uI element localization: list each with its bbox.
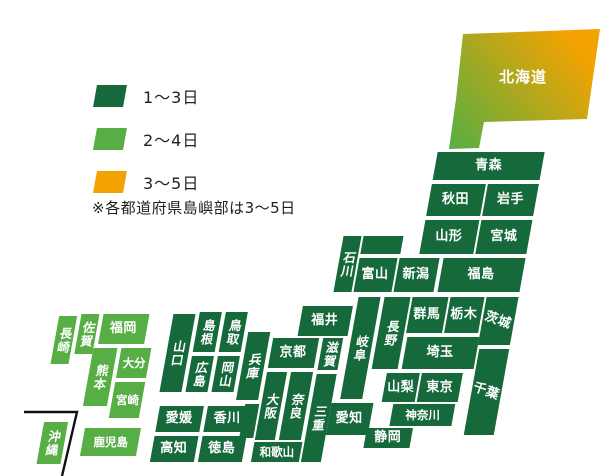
region-label: 石川 <box>337 250 358 278</box>
region-ehime: 愛媛 <box>155 406 204 432</box>
region-tokushima: 徳島 <box>197 436 247 462</box>
region-okinawa: 沖縄 <box>36 422 69 464</box>
region-niigata: 新潟 <box>393 258 440 292</box>
region-label: 兵庫 <box>243 352 264 380</box>
region-label: 埼玉 <box>426 345 454 361</box>
region-label: 新潟 <box>403 267 431 283</box>
region-label: 長野 <box>381 319 402 347</box>
region-label: 熊本 <box>90 363 111 391</box>
region-gunma: 群馬 <box>406 297 449 333</box>
region-fukuoka: 福岡 <box>98 314 150 344</box>
region-oita: 大分 <box>115 348 152 378</box>
region-label: 滋賀 <box>320 340 341 368</box>
legend-item: 3〜5日 <box>93 171 200 193</box>
region-label: 福島 <box>468 267 496 283</box>
region-kagawa: 香川 <box>203 406 252 432</box>
region-label: 鳥取 <box>223 318 244 346</box>
region-label: 神奈川 <box>405 407 440 422</box>
region-label: 東京 <box>426 379 454 395</box>
legend-label: 1〜3日 <box>143 88 200 107</box>
legend-note: ※各都道府県島嶼部は3〜5日 <box>92 199 296 217</box>
region-label: 群馬 <box>413 307 441 323</box>
region-kagoshima: 鹿児島 <box>79 428 141 456</box>
region-miyagi: 宮城 <box>475 220 533 254</box>
region-label: 和歌山 <box>259 444 294 459</box>
region-label: 秋田 <box>442 192 470 208</box>
region-shizuoka: 静岡 <box>363 428 413 448</box>
region-fukushima: 福島 <box>437 258 526 292</box>
region-tottori: 鳥取 <box>218 312 248 352</box>
region-label: 富山 <box>362 267 390 283</box>
region-label: 山形 <box>435 229 463 245</box>
region-ibaraki: 茨城 <box>477 297 519 345</box>
region-tokyo: 東京 <box>416 373 463 402</box>
region-label: 高知 <box>160 441 188 457</box>
region-yamagata: 山形 <box>419 220 480 254</box>
region-label: 福岡 <box>110 321 138 337</box>
region-wakayama: 和歌山 <box>250 442 303 462</box>
region-noto <box>360 236 404 254</box>
region-label: 鹿児島 <box>93 434 128 449</box>
region-label: 香川 <box>214 411 242 427</box>
legend-item: 2〜4日 <box>93 128 200 150</box>
region-label: 京都 <box>279 345 307 361</box>
region-label: 三重 <box>308 404 329 432</box>
region-label: 徳島 <box>208 441 236 457</box>
region-label-hokkaido: 北海道 <box>498 68 547 86</box>
region-kyoto: 京都 <box>267 338 320 368</box>
region-label: 宮崎 <box>115 392 139 407</box>
region-label: 千葉 <box>471 380 502 404</box>
region-label: 広島 <box>189 360 210 388</box>
region-label: 宮城 <box>490 229 518 245</box>
region-label: 青森 <box>475 158 503 174</box>
region-fukui: 福井 <box>297 306 353 336</box>
region-label: 島根 <box>197 318 218 346</box>
region-nagasaki: 長崎 <box>50 316 78 364</box>
legend-label: 3〜5日 <box>143 174 200 193</box>
region-hiroshima: 広島 <box>185 356 214 392</box>
region-label: 岐阜 <box>350 334 371 362</box>
region-label: 静岡 <box>374 430 402 446</box>
region-yamanashi: 山梨 <box>381 373 420 402</box>
region-label: 山梨 <box>387 379 415 395</box>
region-label: 茨城 <box>483 309 514 333</box>
region-miyazaki: 宮崎 <box>108 382 146 418</box>
region-shiga: 滋賀 <box>317 338 344 370</box>
region-label: 愛知 <box>336 411 364 427</box>
region-toyama: 富山 <box>353 258 398 292</box>
region-label: 沖縄 <box>42 429 63 457</box>
region-label: 栃木 <box>450 307 478 323</box>
region-label: 愛媛 <box>166 411 194 427</box>
region-saitama: 埼玉 <box>401 337 480 369</box>
region-label: 福井 <box>311 313 339 329</box>
legend-label: 2〜4日 <box>143 131 200 150</box>
region-label: 岩手 <box>497 192 525 208</box>
region-label: 佐賀 <box>77 320 97 348</box>
region-aomori: 青森 <box>432 152 545 180</box>
region-kanagawa: 神奈川 <box>389 404 456 426</box>
region-label: 長崎 <box>53 326 74 354</box>
region-okayama: 岡山 <box>211 356 240 392</box>
region-kochi: 高知 <box>149 436 199 462</box>
region-tochigi: 栃木 <box>444 297 485 333</box>
region-shimane: 島根 <box>192 312 222 352</box>
region-akita: 秋田 <box>426 184 486 216</box>
region-label: 奈良 <box>286 392 306 420</box>
region-label: 大阪 <box>261 392 281 420</box>
region-aichi: 愛知 <box>325 403 374 435</box>
legend-item: 1〜3日 <box>93 85 200 107</box>
region-iwate: 岩手 <box>482 184 539 216</box>
region-label: 岡山 <box>215 360 236 388</box>
region-label: 山口 <box>167 339 188 367</box>
region-label: 大分 <box>122 355 146 370</box>
